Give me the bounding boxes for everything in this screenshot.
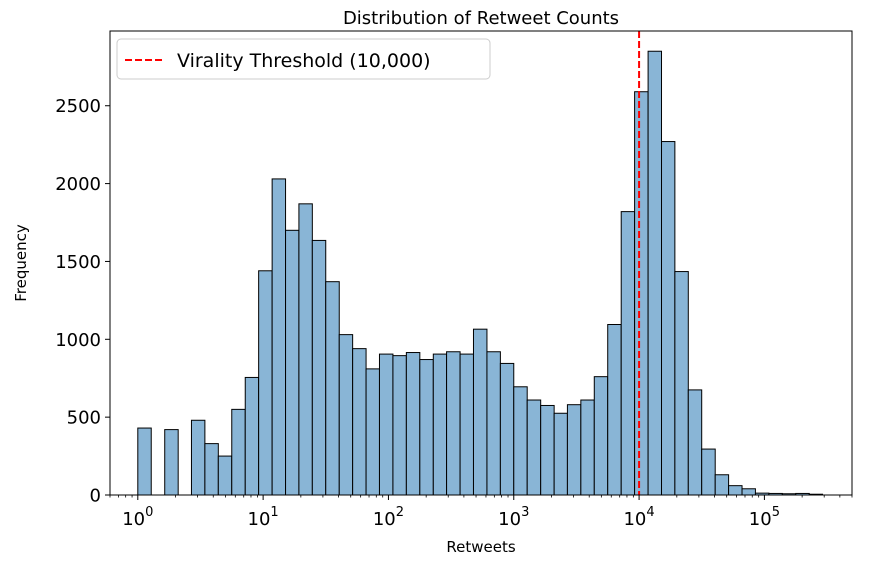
histogram-bar xyxy=(419,359,434,496)
histogram-bar xyxy=(634,91,649,496)
histogram-bar xyxy=(231,408,246,496)
histogram-bar xyxy=(486,351,501,496)
histogram-bar xyxy=(244,376,260,496)
histogram-bar xyxy=(164,429,179,496)
chart-title: Distribution of Retweet Counts xyxy=(343,8,619,29)
histogram-bar xyxy=(204,443,219,496)
y-tick-label: 500 xyxy=(67,408,101,429)
histogram-bar xyxy=(540,404,555,496)
legend-threshold-label: Virality Threshold (10,000) xyxy=(177,50,431,72)
histogram-bar xyxy=(566,404,582,496)
plot-frame xyxy=(109,30,853,496)
histogram-bar xyxy=(459,353,474,496)
histogram-bar xyxy=(405,352,421,496)
x-tick-label: 103 xyxy=(498,505,529,530)
histogram-bar xyxy=(526,399,542,496)
histogram-bar xyxy=(647,50,663,496)
histogram-bar xyxy=(311,239,327,496)
x-axis-title: Retweets xyxy=(446,538,515,556)
histogram-bar xyxy=(728,485,743,496)
histogram-bar xyxy=(580,399,595,496)
histogram-bar xyxy=(701,448,716,496)
legend: Virality Threshold (10,000) xyxy=(116,38,491,80)
histogram-bar xyxy=(352,348,367,496)
histogram-bar xyxy=(338,334,354,496)
histogram-bar xyxy=(258,270,273,496)
histogram-bar xyxy=(741,488,756,496)
histogram-bar xyxy=(285,229,300,496)
histogram-bar xyxy=(513,386,528,496)
histogram-bar xyxy=(217,455,233,496)
histogram-bar xyxy=(593,376,609,496)
y-tick-label: 0 xyxy=(90,486,101,507)
histogram-bar xyxy=(378,353,394,496)
histogram-bar xyxy=(661,141,676,496)
legend-box xyxy=(116,38,491,80)
histogram-bar xyxy=(298,203,313,496)
y-tick-label: 2000 xyxy=(55,174,101,195)
y-axis: 0 500 1000 1500 2000 2500 xyxy=(55,96,110,507)
histogram-bar xyxy=(472,328,488,496)
histogram-bar xyxy=(607,324,622,496)
histogram-bar xyxy=(446,351,461,496)
histogram-bar xyxy=(190,419,206,496)
x-tick-label: 101 xyxy=(248,505,279,530)
x-tick-label: 105 xyxy=(749,505,780,530)
x-tick-label: 100 xyxy=(122,505,153,530)
histogram-bar xyxy=(325,281,340,496)
x-axis: 100 101 102 103 104 105 xyxy=(109,495,853,530)
histogram-bar xyxy=(620,211,636,496)
histogram-bar xyxy=(271,178,287,496)
histogram-bar xyxy=(674,271,689,496)
x-tick-label: 104 xyxy=(623,505,654,530)
histogram-bar xyxy=(432,353,448,496)
y-tick-label: 1500 xyxy=(55,252,101,273)
histogram-bar xyxy=(137,427,152,496)
histogram-bars xyxy=(137,50,824,496)
histogram-bar xyxy=(392,355,407,496)
y-axis-title: Frequency xyxy=(12,224,30,302)
histogram-bar xyxy=(714,474,730,496)
histogram-bar xyxy=(553,412,568,496)
y-tick-label: 1000 xyxy=(55,330,101,351)
y-tick-label: 2500 xyxy=(55,96,101,117)
histogram-bar xyxy=(687,389,703,496)
histogram-bar xyxy=(365,368,380,496)
histogram-bar xyxy=(499,362,515,496)
x-tick-label: 102 xyxy=(373,505,404,530)
